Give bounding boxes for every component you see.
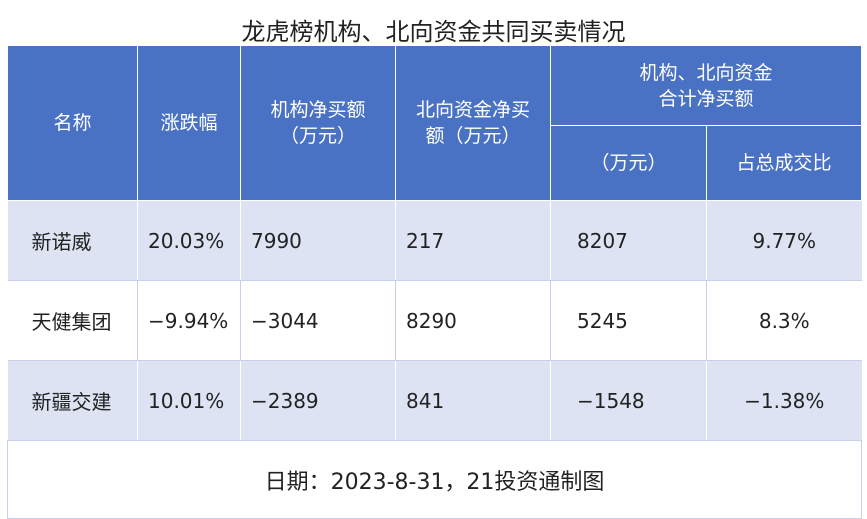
table-cell: 新疆交建 xyxy=(7,360,138,441)
table-cell: 841 xyxy=(395,360,551,441)
table-cell: 20.03% xyxy=(137,200,241,281)
footer: 日期：2023-8-31，21投资通制图 xyxy=(6,440,863,519)
table-cell: −9.94% xyxy=(137,280,241,361)
table: 名称 涨跌幅 机构净买额 （万元） 北向资金净买 额（万元） 机构、北向资金 合… xyxy=(6,45,863,519)
header-cell: 机构净买额 （万元） xyxy=(240,45,396,201)
header-cell: 北向资金净买 额（万元） xyxy=(395,45,551,201)
header-group: 机构、北向资金 合计净买额 xyxy=(549,45,863,126)
header-cell: （万元） xyxy=(550,125,707,201)
table-cell: 5245 xyxy=(550,280,707,361)
header-cell: 名称 xyxy=(7,45,138,201)
table-cell: 10.01% xyxy=(137,360,241,441)
table-cell: 天健集团 xyxy=(7,280,138,361)
table-cell: 8207 xyxy=(550,200,707,281)
table-cell: −1.38% xyxy=(705,360,862,441)
table-row: 天健集团 −9.94% −3044 8290 5245 8.3% xyxy=(7,280,862,361)
header-cell: 涨跌幅 xyxy=(137,45,241,201)
title: 龙虎榜机构、北向资金共同买卖情况 xyxy=(241,18,626,46)
table-cell: −1548 xyxy=(550,360,707,441)
table-cell: −3044 xyxy=(240,280,396,361)
header-cell: 占总成交比 xyxy=(705,125,863,201)
table-row: 新诺威 20.03% 7990 217 8207 9.77% xyxy=(7,200,862,281)
table-cell: 7990 xyxy=(240,200,396,281)
table-cell: 8290 xyxy=(395,280,551,361)
table-cell: 217 xyxy=(395,200,551,281)
table-row: 新疆交建 10.01% −2389 841 −1548 −1.38% xyxy=(7,360,862,441)
table-cell: 新诺威 xyxy=(7,200,138,281)
table-cell: 8.3% xyxy=(705,280,862,361)
table-cell: −2389 xyxy=(240,360,396,441)
table-cell: 9.77% xyxy=(705,200,862,281)
